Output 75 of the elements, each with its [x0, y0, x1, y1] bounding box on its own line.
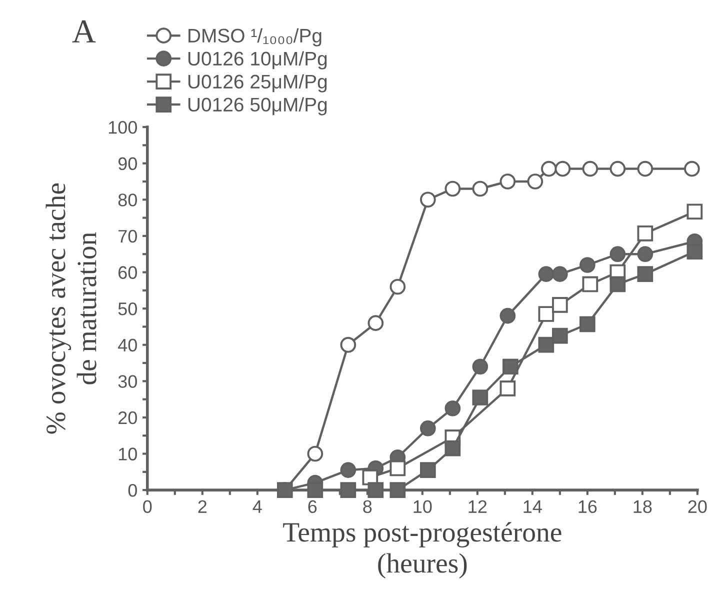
x-tick-label: 16 [578, 500, 597, 514]
point [500, 308, 516, 324]
point [552, 266, 568, 282]
point [637, 160, 654, 177]
point [610, 246, 626, 262]
point [502, 358, 518, 375]
y-tick-label: 60 [118, 266, 137, 279]
point [472, 180, 488, 197]
x-tick-label: 14 [524, 500, 542, 513]
y-tick-label: 50 [118, 302, 137, 316]
point [444, 400, 461, 416]
y-tick-label: 20 [118, 411, 137, 424]
x-tick-label: 10 [414, 500, 432, 514]
x-tick-label: 18 [634, 500, 652, 514]
y-tick-label: 40 [118, 338, 137, 352]
y-tick-label: 90 [118, 157, 137, 170]
x-tick-label: 12 [468, 500, 487, 513]
point [686, 244, 703, 260]
point [610, 276, 626, 292]
point [307, 482, 324, 498]
point [637, 266, 654, 282]
point [552, 328, 568, 344]
y-tick-label: 100 [108, 120, 137, 134]
point [580, 316, 596, 332]
point [541, 160, 557, 177]
x-tick-label: 4 [252, 500, 262, 513]
point [368, 482, 384, 498]
point [582, 276, 598, 292]
point [368, 315, 384, 331]
legend-label: U0126 50μM/Pg [188, 97, 327, 116]
point [538, 336, 554, 353]
point [684, 160, 700, 177]
chart-title: A [72, 20, 96, 42]
point [472, 390, 488, 406]
legend-label: U0126 25μM/Pg [188, 74, 327, 92]
point [340, 336, 356, 353]
legend-label: U0126 10μM/Pg [188, 51, 327, 70]
point [472, 358, 488, 375]
x-tick-label: 2 [198, 500, 207, 513]
point [340, 482, 356, 498]
point [390, 482, 406, 498]
point [444, 180, 461, 197]
point [390, 460, 406, 476]
y-tick-label: 70 [118, 230, 137, 243]
point [444, 440, 461, 456]
y-tick-label: 80 [118, 194, 137, 206]
x-tick-label: 0 [143, 500, 152, 514]
point [390, 278, 406, 295]
x-tick-label: 6 [308, 500, 317, 514]
y-tick-label: 10 [118, 448, 137, 460]
point [527, 174, 544, 190]
x-tick-label: 20 [688, 500, 707, 514]
point [340, 462, 356, 478]
point [582, 160, 598, 177]
point [580, 257, 596, 273]
point [554, 160, 571, 177]
point [610, 160, 626, 177]
y-tick-label: 30 [118, 375, 137, 388]
y-tick-label: 0 [128, 484, 137, 497]
y-axis-title: % ovocytes avec tache de maturation [46, 183, 96, 434]
legend-label: DMSO ¹/₁₀₀₀/Pg [188, 28, 322, 46]
point [420, 420, 436, 436]
point [538, 266, 554, 282]
point [500, 380, 516, 396]
point [420, 192, 436, 208]
point [538, 306, 554, 322]
x-axis-title: Temps post-progestérone (heures) [283, 522, 562, 578]
point [552, 297, 568, 313]
point [637, 225, 654, 242]
point [686, 204, 703, 220]
point [307, 446, 324, 462]
point [500, 174, 516, 190]
point [637, 246, 654, 262]
point [420, 462, 436, 478]
x-tick-label: 8 [363, 500, 372, 514]
